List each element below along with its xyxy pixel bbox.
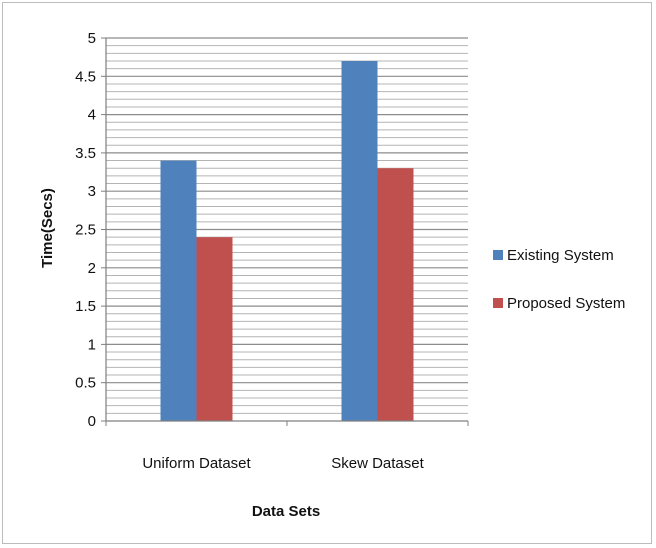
y-tick-label: 0 [88, 413, 96, 430]
x-category-label: Skew Dataset [331, 455, 424, 472]
y-tick-label: 0.5 [75, 375, 96, 392]
bar-proposed-1 [377, 168, 414, 421]
legend: Existing System Proposed System [493, 247, 625, 312]
y-tick-label: 2.5 [75, 222, 96, 239]
gridlines [106, 37, 468, 414]
axes [101, 37, 469, 426]
legend-label-0: Existing System [507, 247, 614, 264]
bar-proposed-0 [196, 237, 233, 421]
y-tick-label: 2 [88, 260, 96, 277]
bar-existing-0 [160, 160, 197, 421]
y-tick-label: 1 [88, 336, 96, 353]
legend-swatch-0 [493, 250, 503, 260]
y-tick-label: 4.5 [75, 68, 96, 85]
y-tick-label: 1.5 [75, 298, 96, 315]
bar-existing-1 [341, 60, 378, 421]
x-category-label: Uniform Dataset [142, 455, 251, 472]
y-tick-label: 5 [88, 30, 96, 47]
bars [160, 60, 414, 421]
x-axis-title: Data Sets [252, 503, 320, 520]
y-tick-label: 3.5 [75, 145, 96, 162]
y-axis-title: Time(Secs) [39, 188, 56, 268]
legend-label-1: Proposed System [507, 295, 625, 312]
legend-swatch-1 [493, 298, 503, 308]
y-tick-labels: 0 0.5 1 1.5 2 2.5 3 3.5 4 4.5 5 [75, 30, 96, 430]
x-tick-labels: Uniform Dataset Skew Dataset [142, 455, 424, 472]
y-tick-label: 3 [88, 183, 96, 200]
y-tick-label: 4 [88, 107, 96, 124]
